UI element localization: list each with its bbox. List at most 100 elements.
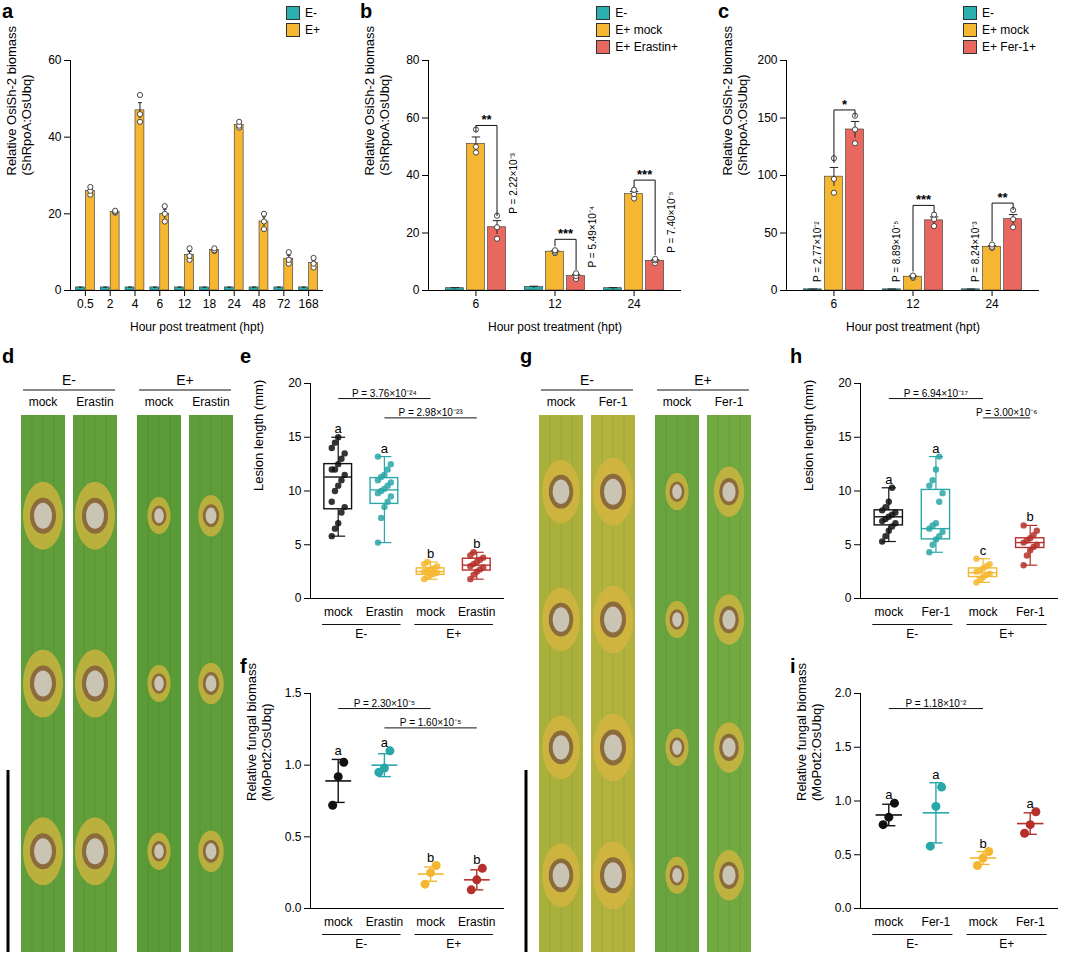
svg-text:Erastin: Erastin (458, 915, 495, 929)
svg-text:60: 60 (48, 53, 62, 67)
svg-text:10: 10 (288, 484, 302, 498)
svg-text:P = 5.49×10⁻⁴: P = 5.49×10⁻⁴ (587, 206, 598, 268)
svg-text:Relative OsiSh-2 biomass(ShRpo: Relative OsiSh-2 biomass(ShRpoA:OsUbq) (720, 25, 750, 175)
svg-text:1.5: 1.5 (835, 740, 852, 754)
svg-text:Erastin: Erastin (192, 395, 229, 409)
svg-text:0.0: 0.0 (285, 901, 302, 915)
svg-text:Erastin: Erastin (76, 395, 113, 409)
svg-text:Relative fungal biomass(MoPot2: Relative fungal biomass(MoPot2:OsUbq) (794, 662, 824, 801)
svg-text:20: 20 (406, 226, 420, 240)
svg-text:12: 12 (178, 297, 192, 311)
svg-text:P = 2.22×10⁻³: P = 2.22×10⁻³ (508, 152, 519, 213)
svg-text:20: 20 (48, 207, 62, 221)
svg-text:**: ** (998, 190, 1009, 205)
svg-text:5: 5 (295, 538, 302, 552)
svg-text:0: 0 (55, 283, 62, 297)
svg-text:mock: mock (969, 915, 999, 929)
svg-text:1.0: 1.0 (835, 794, 852, 808)
svg-text:a: a (381, 441, 389, 456)
svg-text:Fer-1: Fer-1 (1016, 915, 1045, 929)
svg-text:15: 15 (838, 430, 852, 444)
svg-text:80: 80 (406, 53, 420, 67)
svg-text:10: 10 (838, 484, 852, 498)
svg-text:E+: E+ (176, 372, 194, 388)
svg-text:Erastin: Erastin (458, 605, 495, 619)
svg-text:**: ** (481, 112, 492, 127)
svg-text:P = 7.40×10⁻⁵: P = 7.40×10⁻⁵ (666, 191, 677, 252)
svg-text:24: 24 (985, 297, 999, 311)
svg-text:a: a (885, 472, 893, 487)
svg-text:Fer-1: Fer-1 (922, 915, 951, 929)
svg-text:***: *** (916, 192, 932, 207)
svg-text:E-: E- (906, 937, 918, 951)
svg-text:E+: E+ (694, 372, 712, 388)
svg-text:72: 72 (277, 297, 291, 311)
svg-text:Hour post treatment (hpt): Hour post treatment (hpt) (130, 320, 264, 334)
svg-text:P = 1.60×10⁻⁵: P = 1.60×10⁻⁵ (400, 717, 461, 728)
svg-text:1.5: 1.5 (285, 686, 302, 700)
svg-text:200: 200 (757, 53, 777, 67)
svg-text:0.5: 0.5 (835, 848, 852, 862)
svg-text:12: 12 (906, 297, 920, 311)
svg-text:*: * (842, 97, 848, 112)
svg-text:4: 4 (132, 297, 139, 311)
svg-text:0: 0 (413, 283, 420, 297)
svg-text:E-: E- (62, 372, 76, 388)
svg-text:20: 20 (838, 376, 852, 390)
svg-text:20: 20 (288, 376, 302, 390)
svg-text:Fer-1: Fer-1 (922, 605, 951, 619)
svg-text:c: c (980, 543, 987, 558)
svg-text:0: 0 (771, 283, 778, 297)
svg-text:mock: mock (547, 395, 577, 409)
svg-text:E+: E+ (999, 627, 1014, 641)
svg-text:E-: E- (580, 372, 594, 388)
svg-text:a: a (1027, 796, 1035, 811)
svg-text:2.0: 2.0 (835, 686, 852, 700)
svg-text:E-: E- (355, 627, 367, 641)
svg-text:a: a (932, 767, 940, 782)
svg-text:1.0: 1.0 (285, 758, 302, 772)
svg-text:168: 168 (299, 297, 319, 311)
svg-text:12: 12 (548, 297, 562, 311)
svg-text:P = 8.24×10⁻³: P = 8.24×10⁻³ (970, 221, 981, 282)
svg-text:mock: mock (145, 395, 175, 409)
svg-text:0: 0 (295, 591, 302, 605)
svg-text:100: 100 (757, 168, 777, 182)
svg-text:b: b (979, 836, 986, 851)
svg-text:a: a (932, 441, 940, 456)
svg-text:0.5: 0.5 (285, 830, 302, 844)
svg-text:P = 2.30×10⁻⁵: P = 2.30×10⁻⁵ (354, 698, 415, 709)
svg-text:6: 6 (156, 297, 163, 311)
svg-text:Hour post treatment (hpt): Hour post treatment (hpt) (846, 320, 980, 334)
svg-text:24: 24 (228, 297, 242, 311)
svg-text:18: 18 (203, 297, 217, 311)
svg-text:50: 50 (764, 226, 778, 240)
svg-text:0: 0 (845, 591, 852, 605)
svg-text:Relative OsiSh-2 biomass(ShRpo: Relative OsiSh-2 biomass(ShRpoA:OsUbq) (4, 25, 34, 175)
svg-text:b: b (473, 852, 480, 867)
svg-text:b: b (1027, 509, 1034, 524)
svg-text:E+: E+ (999, 937, 1014, 951)
svg-text:15: 15 (288, 430, 302, 444)
svg-text:E+: E+ (446, 937, 461, 951)
svg-text:Hour post treatment (hpt): Hour post treatment (hpt) (488, 320, 622, 334)
svg-text:P = 2.98×10⁻²³: P = 2.98×10⁻²³ (399, 407, 464, 418)
svg-text:24: 24 (627, 297, 641, 311)
svg-text:b: b (427, 850, 434, 865)
svg-text:2: 2 (107, 297, 114, 311)
svg-text:a: a (381, 735, 389, 750)
svg-text:a: a (335, 421, 343, 436)
svg-text:60: 60 (406, 111, 420, 125)
svg-text:Relative OsiSh-2 biomass(ShRpo: Relative OsiSh-2 biomass(ShRpoA:OsUbq) (362, 25, 392, 175)
svg-text:40: 40 (48, 130, 62, 144)
svg-text:6: 6 (831, 297, 838, 311)
svg-text:Fer-1: Fer-1 (1016, 605, 1045, 619)
svg-text:mock: mock (416, 605, 446, 619)
svg-text:48: 48 (252, 297, 266, 311)
svg-text:6: 6 (473, 297, 480, 311)
svg-text:Erastin: Erastin (366, 915, 403, 929)
svg-text:a: a (335, 743, 343, 758)
svg-text:mock: mock (969, 605, 999, 619)
svg-text:Fer-1: Fer-1 (715, 395, 744, 409)
svg-text:mock: mock (324, 915, 354, 929)
